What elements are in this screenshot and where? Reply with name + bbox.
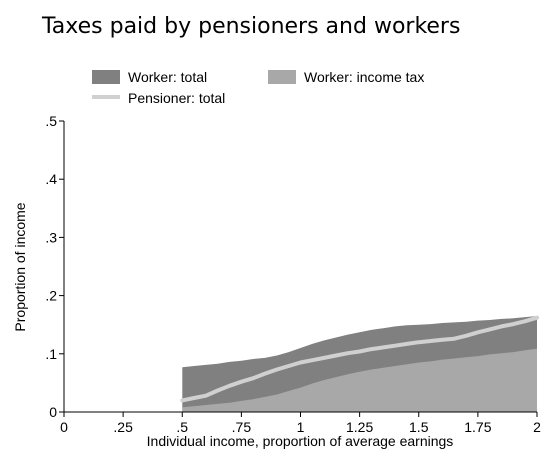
y-tick-label: .3	[45, 229, 57, 245]
y-axis-label: Proportion of income	[12, 202, 28, 331]
y-tick-label: .5	[45, 113, 57, 129]
y-tick-label: 0	[49, 404, 57, 420]
series-line-pensioner-total	[180, 315, 539, 403]
legend-label-worker-income-tax: Worker: income tax	[304, 69, 424, 85]
legend-label-worker-total: Worker: total	[128, 69, 207, 85]
x-tick-label: 2	[533, 419, 541, 435]
plot-area	[180, 315, 539, 412]
x-tick-label: 1.75	[464, 419, 491, 435]
legend: Worker: total Worker: income tax Pension…	[92, 69, 424, 106]
legend-swatch-worker-income-tax	[268, 70, 296, 84]
legend-label-pensioner-total: Pensioner: total	[128, 90, 225, 106]
chart-title: Taxes paid by pensioners and workers	[42, 14, 461, 39]
y-tick-label: .4	[45, 171, 57, 187]
x-tick-label: .25	[113, 419, 133, 435]
y-tick-label: .2	[45, 288, 57, 304]
series-area-worker-income-tax	[182, 348, 538, 412]
legend-swatch-worker-total	[92, 70, 120, 84]
x-tick-label: 0	[60, 419, 68, 435]
y-tick-label: .1	[45, 346, 57, 362]
x-tick-label: .5	[176, 419, 188, 435]
axes: 0 .1 .2 .3 .4 .5 0 .25 .5 .75 1 1.25 1.5 1.75 2	[45, 113, 541, 435]
x-tick-label: 1.5	[409, 419, 429, 435]
x-axis-label: Individual income, proportion of average…	[147, 433, 454, 449]
x-tick-label: .75	[232, 419, 252, 435]
x-tick-label: 1.25	[346, 419, 373, 435]
x-tick-label: 1	[297, 419, 305, 435]
